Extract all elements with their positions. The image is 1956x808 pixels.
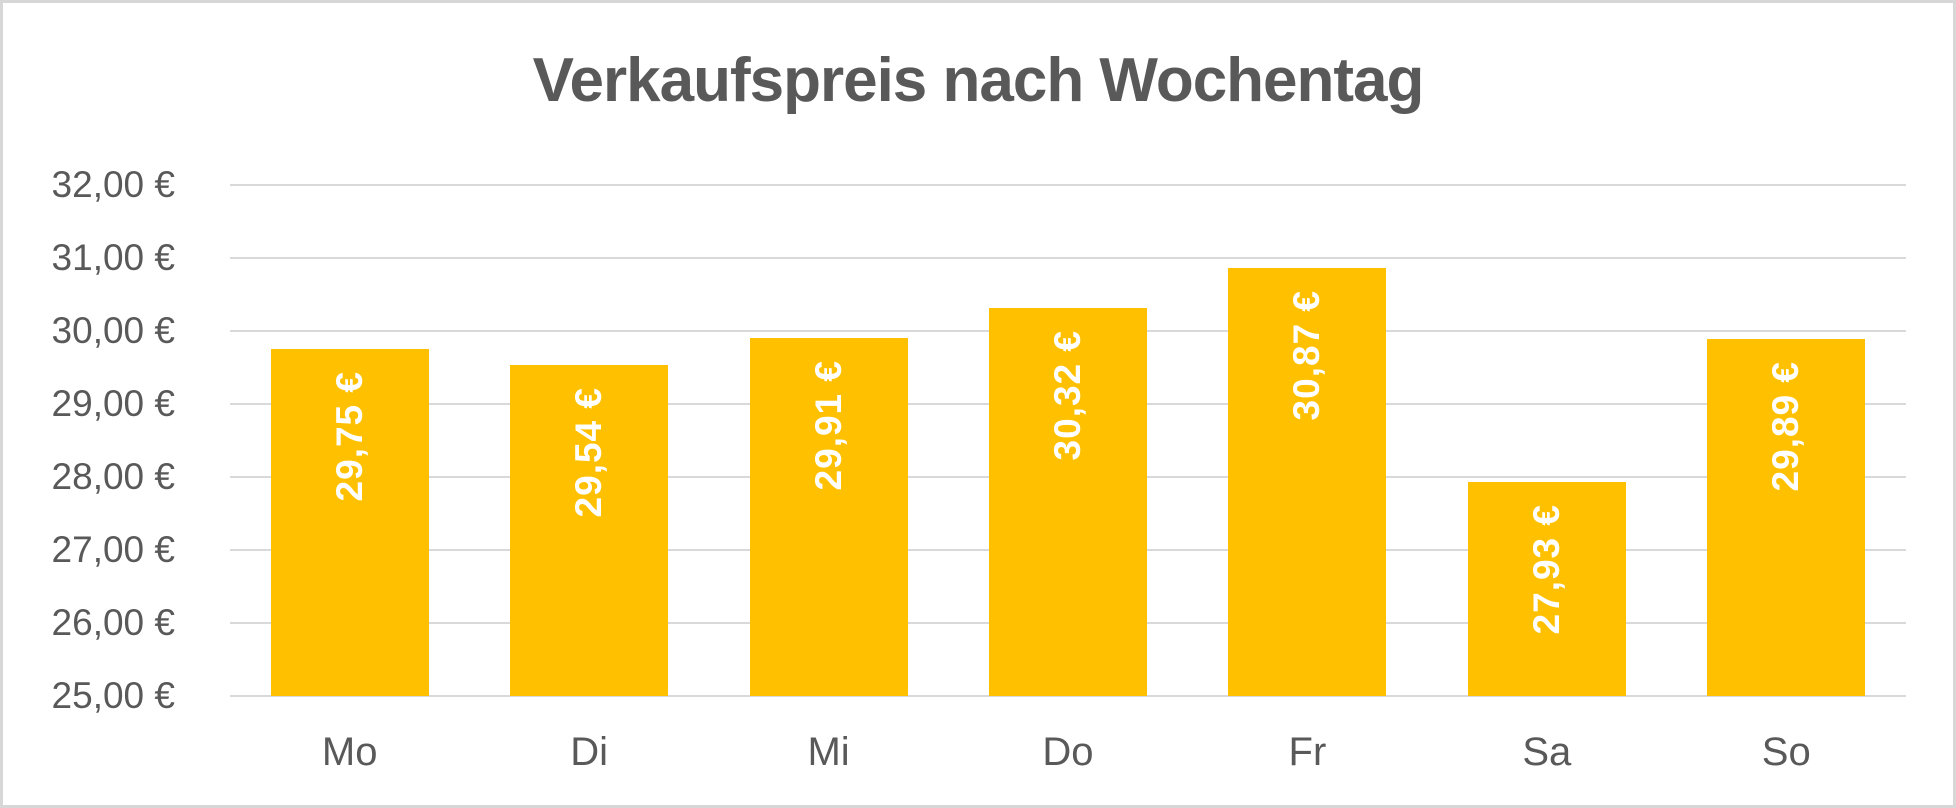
bar-slot: 29,54 € [469, 185, 708, 696]
bar-Sa: 27,93 € [1467, 482, 1626, 696]
bar-value-label: 27,93 € [1525, 504, 1567, 635]
bar-Do: 30,32 € [988, 307, 1147, 696]
x-axis-label-Sa: Sa [1522, 730, 1572, 774]
y-tick-label: 27,00 € [51, 529, 175, 570]
x-axis-label-So: So [1761, 730, 1811, 774]
plot-area: 29,75 € 29,54 € 29,91 € 30,32 € 30,87 € 27,93… [230, 184, 1906, 697]
bar-value-label: 29,91 € [807, 359, 849, 491]
bar-slot: 29,75 € [230, 185, 469, 696]
bar-Fr: 30,87 € [1228, 267, 1387, 696]
x-axis: Mo Di Mi Do Fr Sa So [230, 730, 1906, 775]
gridline [230, 257, 1906, 259]
bar-value-label: 29,89 € [1765, 361, 1807, 492]
bar-slot: 29,91 € [709, 185, 948, 696]
bar-Di: 29,54 € [510, 364, 669, 696]
y-axis: 25,00 € 26,00 € 27,00 € 28,00 € 29,00 € 30,00… [27, 164, 175, 716]
bar-Mi: 29,91 € [749, 337, 908, 696]
bar-slot: 27,93 € [1427, 185, 1666, 696]
y-tick-label: 32,00 € [51, 164, 175, 205]
x-axis-label-Mi: Mi [807, 730, 850, 774]
bar-slot: 30,87 € [1188, 185, 1427, 696]
bars-layer: 29,75 € 29,54 € 29,91 € 30,32 € 30,87 € 27,93… [230, 185, 1906, 696]
y-tick-label: 29,00 € [51, 383, 175, 424]
x-axis-label-Do: Do [1042, 730, 1094, 774]
bar-value-label: 30,87 € [1286, 289, 1328, 420]
y-tick-label: 31,00 € [51, 237, 175, 278]
y-tick-label: 30,00 € [51, 310, 175, 351]
bar-value-label: 29,75 € [328, 371, 370, 502]
x-axis-label-Mo: Mo [321, 730, 378, 774]
bar-slot: 29,89 € [1667, 185, 1906, 696]
y-tick-label: 28,00 € [51, 456, 175, 497]
bar-value-label: 30,32 € [1046, 329, 1088, 461]
gridline [230, 695, 1906, 697]
bar-So: 29,89 € [1707, 339, 1866, 696]
x-axis-label-Fr: Fr [1288, 730, 1327, 774]
y-tick-label: 26,00 € [51, 602, 175, 643]
bar-Mo: 29,75 € [270, 349, 429, 696]
x-axis-label-Di: Di [570, 730, 609, 774]
bar-slot: 30,32 € [948, 185, 1187, 696]
bar-value-label: 29,54 € [568, 386, 610, 518]
gridline [230, 184, 1906, 186]
chart-title: Verkaufspreis nach Wochentag [532, 46, 1425, 115]
y-tick-label: 25,00 € [51, 675, 175, 716]
